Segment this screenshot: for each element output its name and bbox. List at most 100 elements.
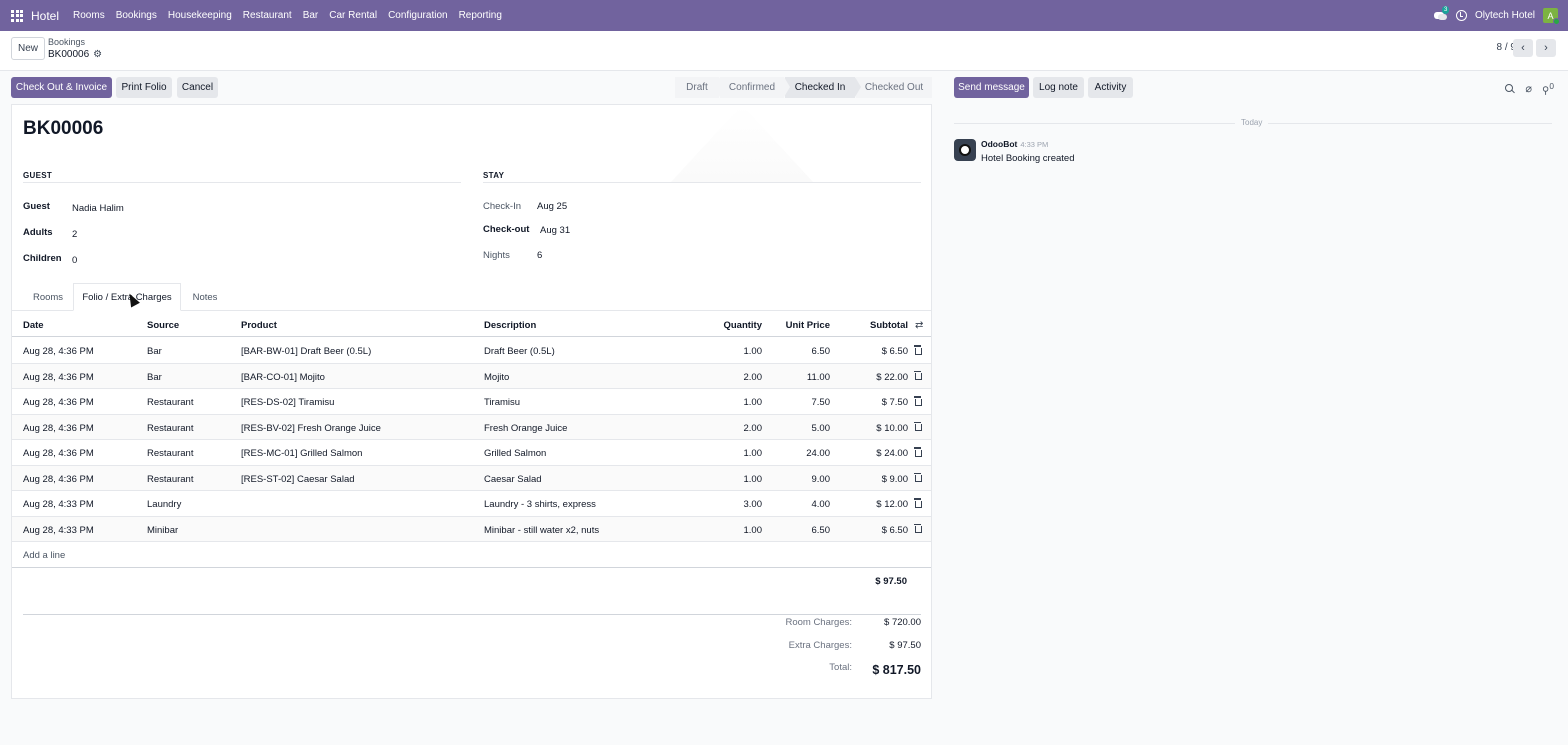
app-grid-icon[interactable] xyxy=(11,9,23,22)
pager-next-button[interactable]: › xyxy=(1536,39,1556,57)
gear-icon[interactable]: ⚙ xyxy=(93,49,103,60)
trash-icon[interactable] xyxy=(913,498,922,508)
cell-description: Laundry - 3 shirts, express xyxy=(484,499,596,510)
message-author-name[interactable]: OdooBot xyxy=(981,139,1018,149)
cell-subtotal: $ 6.50 xyxy=(881,524,908,536)
summary-divider xyxy=(23,614,921,615)
cancel-button[interactable]: Cancel xyxy=(177,77,218,98)
table-row[interactable]: Aug 28, 4:36 PM Restaurant [RES-BV-02] F… xyxy=(12,414,931,440)
breadcrumb-parent[interactable]: Bookings xyxy=(48,37,86,47)
trash-icon[interactable] xyxy=(913,421,922,432)
trash-icon[interactable] xyxy=(913,370,922,381)
menu-bar[interactable]: Bar xyxy=(302,10,319,21)
checkout-field[interactable]: Aug 31 xyxy=(540,225,571,236)
stage-draft[interactable]: Draft xyxy=(675,77,725,98)
adults-field[interactable]: 2 xyxy=(72,229,78,240)
col-product[interactable]: Product xyxy=(241,320,277,331)
menu-car-rental[interactable]: Car Rental xyxy=(329,10,378,21)
odoobot-avatar xyxy=(954,139,976,161)
table-row[interactable]: Aug 28, 4:33 PM Minibar Minibar - still … xyxy=(12,516,931,542)
table-row[interactable]: Aug 28, 4:36 PM Restaurant [RES-MC-01] G… xyxy=(12,440,931,466)
table-row[interactable]: Aug 28, 4:33 PM Laundry Laundry - 3 shir… xyxy=(12,491,931,517)
room-charges-value: $ 720.00 xyxy=(884,617,921,628)
paperclip-icon[interactable]: ⌀ xyxy=(1525,83,1533,96)
col-unit-price[interactable]: Unit Price xyxy=(785,320,830,331)
search-icon[interactable] xyxy=(1505,83,1515,94)
trash-icon[interactable] xyxy=(913,396,922,406)
chevron-left-icon: ‹ xyxy=(1521,42,1525,54)
cell-quantity: 1.00 xyxy=(743,524,763,536)
table-row[interactable]: Aug 28, 4:36 PM Bar [BAR-BW-01] Draft Be… xyxy=(12,338,931,364)
trash-icon[interactable] xyxy=(913,523,922,534)
cell-unit-price: 24.00 xyxy=(806,448,830,459)
chat-icon[interactable]: 3 xyxy=(1433,5,1450,21)
table-row[interactable]: Aug 28, 4:36 PM Bar [BAR-CO-01] Mojito M… xyxy=(12,363,931,389)
cell-date: Aug 28, 4:33 PM xyxy=(23,499,94,510)
new-button[interactable]: New xyxy=(11,37,46,60)
pager-previous-button[interactable]: ‹ xyxy=(1513,39,1533,57)
cell-subtotal: $ 7.50 xyxy=(881,397,908,408)
cell-product: [RES-DS-02] Tiramisu xyxy=(241,397,335,408)
col-date[interactable]: Date xyxy=(23,320,44,331)
cell-quantity: 3.00 xyxy=(743,499,763,510)
trash-icon[interactable] xyxy=(913,472,922,483)
table-footer-divider xyxy=(12,567,931,568)
menu-configuration[interactable]: Configuration xyxy=(388,10,448,21)
stage-checked-out[interactable]: Checked Out xyxy=(856,77,932,98)
nights-label: Nights xyxy=(483,250,510,261)
cell-quantity: 2.00 xyxy=(743,422,763,434)
cell-quantity: 1.00 xyxy=(743,397,763,408)
tab-notes[interactable]: Notes xyxy=(192,291,218,303)
column-subtotal-sum: $ 97.50 xyxy=(875,576,907,587)
col-description[interactable]: Description xyxy=(484,320,537,331)
tab-rooms[interactable]: Rooms xyxy=(32,291,64,303)
trash-icon[interactable] xyxy=(913,345,922,355)
tab-folio-extra-charges[interactable]: Folio / Extra Charges xyxy=(73,283,181,311)
column-settings-icon[interactable]: ⇄ xyxy=(915,320,924,331)
check-out-invoice-button[interactable]: Check Out & Invoice xyxy=(11,77,112,98)
cell-unit-price: 5.00 xyxy=(811,422,831,434)
company-switcher[interactable]: Olytech Hotel xyxy=(1474,10,1535,21)
activity-clock-icon[interactable] xyxy=(1455,10,1467,21)
cell-product: [RES-MC-01] Grilled Salmon xyxy=(241,448,363,459)
cell-source: Laundry xyxy=(147,499,182,510)
log-note-button[interactable]: Log note xyxy=(1033,77,1084,98)
breadcrumb-current: BK00006 ⚙ xyxy=(48,49,102,60)
follower-icon[interactable]: ⚲0 xyxy=(1542,81,1554,97)
children-field[interactable]: 0 xyxy=(72,255,78,266)
checkin-field[interactable]: Aug 25 xyxy=(537,201,568,212)
app-brand[interactable]: Hotel xyxy=(31,8,60,23)
cell-product: [BAR-BW-01] Draft Beer (0.5L) xyxy=(241,346,372,357)
menu-reporting[interactable]: Reporting xyxy=(458,10,502,21)
menu-restaurant[interactable]: Restaurant xyxy=(242,10,292,21)
room-charges-label: Room Charges: xyxy=(785,617,852,628)
user-avatar[interactable]: A xyxy=(1543,8,1560,25)
cell-unit-price: 11.00 xyxy=(806,371,830,383)
col-source[interactable]: Source xyxy=(147,320,180,331)
day-label: Today xyxy=(1235,118,1269,127)
col-subtotal[interactable]: Subtotal xyxy=(870,320,908,331)
stage-checked-in[interactable]: Checked In xyxy=(785,77,861,98)
guest-field[interactable]: Nadia Halim xyxy=(72,203,124,214)
menu-housekeeping[interactable]: Housekeeping xyxy=(167,10,232,21)
print-folio-button[interactable]: Print Folio xyxy=(116,77,172,98)
menu-rooms[interactable]: Rooms xyxy=(73,10,105,21)
table-row[interactable]: Aug 28, 4:36 PM Restaurant [RES-DS-02] T… xyxy=(12,389,931,415)
checkin-label: Check-In xyxy=(483,201,522,212)
cell-subtotal: $ 10.00 xyxy=(876,422,908,434)
col-quantity[interactable]: Quantity xyxy=(723,320,762,331)
cell-date: Aug 28, 4:36 PM xyxy=(23,346,94,357)
cell-quantity: 2.00 xyxy=(743,371,763,383)
cell-subtotal: $ 6.50 xyxy=(881,346,908,357)
menu-bookings[interactable]: Bookings xyxy=(115,10,157,21)
table-row[interactable]: Aug 28, 4:36 PM Restaurant [RES-ST-02] C… xyxy=(12,465,931,491)
control-panel: New Bookings BK00006 ⚙ 8 / 9 ‹ › xyxy=(0,31,1568,71)
cell-description: Minibar - still water x2, nuts xyxy=(484,524,600,536)
activity-button[interactable]: Activity xyxy=(1088,77,1133,98)
cell-date: Aug 28, 4:36 PM xyxy=(23,371,94,383)
trash-icon[interactable] xyxy=(913,447,922,457)
send-message-button[interactable]: Send message xyxy=(954,77,1029,98)
stage-confirmed[interactable]: Confirmed xyxy=(720,77,790,98)
pager-value[interactable]: 8 / 9 xyxy=(1496,42,1516,53)
add-line-link[interactable]: Add a line xyxy=(23,550,66,561)
